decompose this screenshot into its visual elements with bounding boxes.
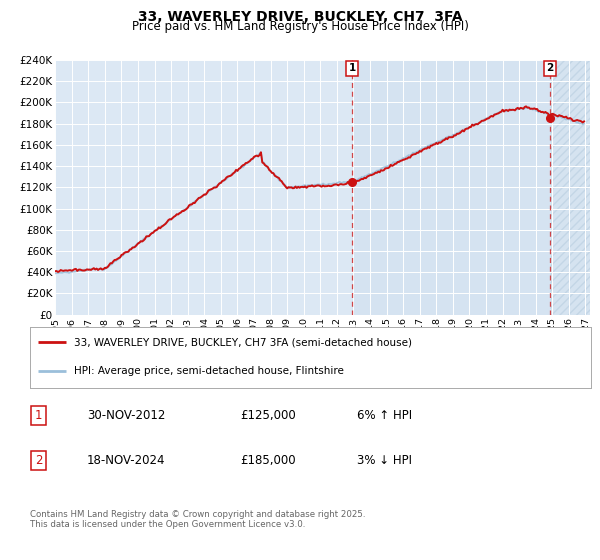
Bar bbox=[550, 60, 590, 315]
Text: £185,000: £185,000 bbox=[240, 454, 296, 467]
Text: £125,000: £125,000 bbox=[240, 409, 296, 422]
Text: Price paid vs. HM Land Registry's House Price Index (HPI): Price paid vs. HM Land Registry's House … bbox=[131, 20, 469, 33]
Text: 1: 1 bbox=[349, 63, 356, 73]
Text: 2: 2 bbox=[35, 454, 42, 467]
Text: 18-NOV-2024: 18-NOV-2024 bbox=[87, 454, 166, 467]
Text: 2: 2 bbox=[547, 63, 554, 73]
Text: 6% ↑ HPI: 6% ↑ HPI bbox=[357, 409, 412, 422]
Text: 1: 1 bbox=[35, 409, 42, 422]
Text: 30-NOV-2012: 30-NOV-2012 bbox=[87, 409, 166, 422]
Text: HPI: Average price, semi-detached house, Flintshire: HPI: Average price, semi-detached house,… bbox=[74, 366, 344, 376]
Bar bbox=[550, 60, 590, 315]
Text: 33, WAVERLEY DRIVE, BUCKLEY, CH7  3FA: 33, WAVERLEY DRIVE, BUCKLEY, CH7 3FA bbox=[137, 10, 463, 24]
Text: 33, WAVERLEY DRIVE, BUCKLEY, CH7 3FA (semi-detached house): 33, WAVERLEY DRIVE, BUCKLEY, CH7 3FA (se… bbox=[74, 337, 412, 347]
Text: Contains HM Land Registry data © Crown copyright and database right 2025.
This d: Contains HM Land Registry data © Crown c… bbox=[30, 510, 365, 529]
Text: 3% ↓ HPI: 3% ↓ HPI bbox=[357, 454, 412, 467]
Bar bbox=[352, 60, 550, 315]
